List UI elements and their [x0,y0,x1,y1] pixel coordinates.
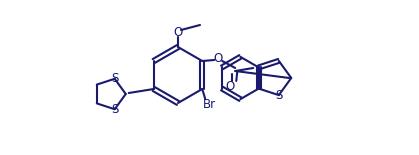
Text: O: O [225,80,235,93]
Text: O: O [214,53,223,66]
Text: S: S [275,89,282,102]
Text: O: O [173,27,183,40]
Text: Br: Br [203,98,216,111]
Text: S: S [111,72,119,85]
Text: S: S [111,103,119,116]
